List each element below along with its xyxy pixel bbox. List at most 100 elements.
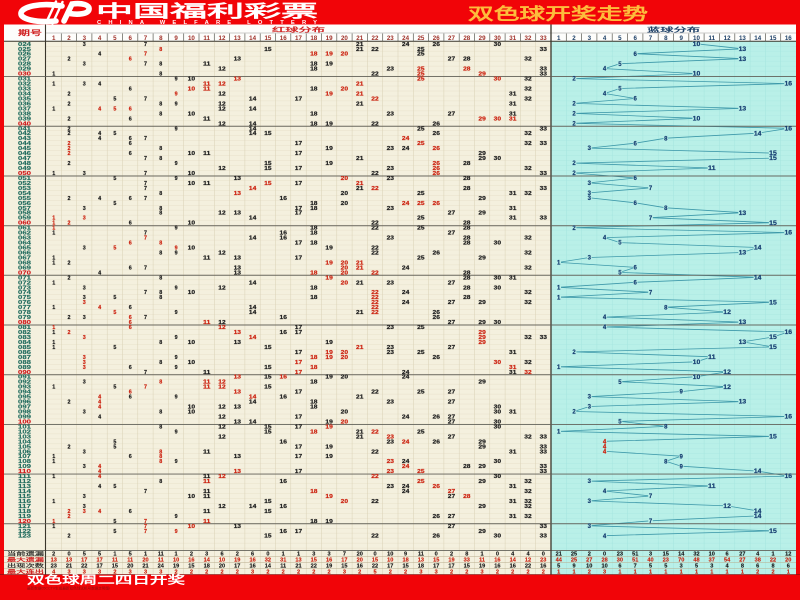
svg-text:14: 14	[249, 97, 256, 103]
svg-text:19: 19	[325, 246, 332, 252]
svg-text:28: 28	[463, 494, 470, 500]
svg-text:29: 29	[478, 116, 485, 122]
svg-text:6: 6	[129, 265, 132, 271]
svg-text:9: 9	[175, 429, 178, 435]
svg-text:30: 30	[617, 557, 623, 563]
svg-text:3: 3	[343, 569, 346, 575]
svg-text:6: 6	[618, 563, 621, 569]
svg-text:18: 18	[310, 429, 317, 435]
svg-text:024: 024	[18, 42, 31, 48]
svg-text:6: 6	[129, 305, 132, 311]
svg-text:17: 17	[295, 211, 302, 217]
svg-text:0: 0	[435, 551, 438, 557]
svg-text:054: 054	[18, 191, 31, 197]
svg-text:7: 7	[649, 216, 653, 222]
svg-text:7: 7	[649, 290, 653, 296]
svg-text:32: 32	[524, 141, 531, 147]
svg-text:1: 1	[557, 285, 561, 291]
svg-text:058: 058	[18, 211, 31, 217]
svg-text:7: 7	[144, 519, 147, 525]
svg-text:8: 8	[159, 479, 162, 485]
svg-text:6: 6	[129, 315, 132, 321]
svg-text:068: 068	[18, 260, 31, 266]
svg-text:8: 8	[159, 454, 162, 460]
svg-text:19: 19	[325, 375, 332, 381]
svg-text:8: 8	[771, 563, 774, 569]
svg-text:7: 7	[144, 524, 147, 530]
svg-text:29: 29	[478, 330, 485, 336]
svg-text:22: 22	[371, 390, 378, 396]
svg-text:21: 21	[356, 101, 363, 107]
svg-text:2: 2	[68, 57, 71, 63]
svg-text:48: 48	[693, 557, 699, 563]
svg-text:15: 15	[769, 335, 777, 341]
svg-text:6: 6	[129, 196, 132, 202]
svg-text:6: 6	[634, 97, 638, 103]
svg-text:20: 20	[341, 270, 348, 276]
svg-text:3: 3	[588, 196, 592, 202]
svg-text:17: 17	[295, 469, 302, 475]
svg-text:20: 20	[341, 87, 348, 93]
svg-text:29: 29	[478, 444, 485, 450]
svg-text:1: 1	[52, 280, 55, 286]
svg-text:44: 44	[556, 557, 563, 563]
svg-text:4: 4	[52, 569, 56, 575]
svg-text:2: 2	[113, 569, 116, 575]
svg-text:中国福利彩票: 中国福利彩票	[96, 1, 318, 21]
svg-text:22: 22	[371, 171, 378, 177]
svg-text:16: 16	[785, 126, 793, 132]
svg-text:083: 083	[18, 335, 31, 341]
svg-text:17: 17	[295, 330, 302, 336]
svg-text:最新数据05CCTV生成最新双色球试机号数据走势图r: 最新数据05CCTV生成最新双色球试机号数据走势图r	[27, 586, 111, 591]
svg-text:20: 20	[341, 201, 348, 207]
svg-text:9: 9	[175, 77, 178, 83]
svg-text:16: 16	[280, 529, 287, 535]
svg-text:6: 6	[129, 106, 132, 112]
svg-text:7: 7	[649, 186, 653, 192]
svg-text:2: 2	[68, 126, 71, 132]
svg-text:17: 17	[295, 151, 302, 157]
svg-text:2: 2	[511, 569, 514, 575]
svg-text:15: 15	[264, 181, 271, 187]
svg-text:12: 12	[218, 251, 225, 257]
svg-text:11: 11	[203, 385, 210, 391]
svg-text:10: 10	[188, 494, 195, 500]
svg-text:8: 8	[159, 410, 162, 416]
svg-text:28: 28	[463, 295, 470, 301]
svg-text:103: 103	[18, 434, 31, 440]
svg-text:5: 5	[618, 241, 622, 247]
svg-text:2: 2	[68, 514, 71, 520]
svg-text:12: 12	[218, 211, 225, 217]
svg-text:5: 5	[113, 345, 116, 351]
svg-text:11: 11	[203, 151, 210, 157]
svg-text:32: 32	[525, 35, 532, 42]
svg-text:14: 14	[249, 335, 256, 341]
svg-text:0: 0	[542, 551, 545, 557]
svg-text:108: 108	[18, 459, 31, 465]
svg-text:20: 20	[341, 176, 348, 182]
svg-text:28: 28	[463, 226, 470, 232]
svg-text:15: 15	[264, 375, 271, 381]
svg-text:13: 13	[234, 176, 241, 182]
svg-text:16: 16	[785, 474, 793, 480]
svg-text:029: 029	[18, 67, 31, 73]
svg-text:7: 7	[144, 181, 147, 187]
svg-text:32: 32	[524, 370, 531, 376]
svg-text:51: 51	[632, 557, 638, 563]
svg-text:7: 7	[144, 290, 147, 296]
svg-text:3: 3	[83, 464, 86, 470]
svg-text:15: 15	[769, 529, 777, 535]
svg-text:11: 11	[203, 116, 210, 122]
svg-text:24: 24	[402, 415, 409, 421]
svg-text:27: 27	[739, 551, 745, 557]
svg-text:109: 109	[18, 464, 31, 470]
svg-text:22: 22	[372, 35, 379, 42]
svg-text:3: 3	[83, 569, 86, 575]
svg-text:23: 23	[387, 434, 394, 440]
svg-text:21: 21	[356, 42, 363, 48]
svg-text:21: 21	[356, 35, 363, 42]
svg-text:062: 062	[18, 231, 31, 237]
svg-text:15: 15	[264, 385, 271, 391]
svg-text:4: 4	[603, 325, 607, 331]
svg-text:24: 24	[402, 459, 409, 465]
